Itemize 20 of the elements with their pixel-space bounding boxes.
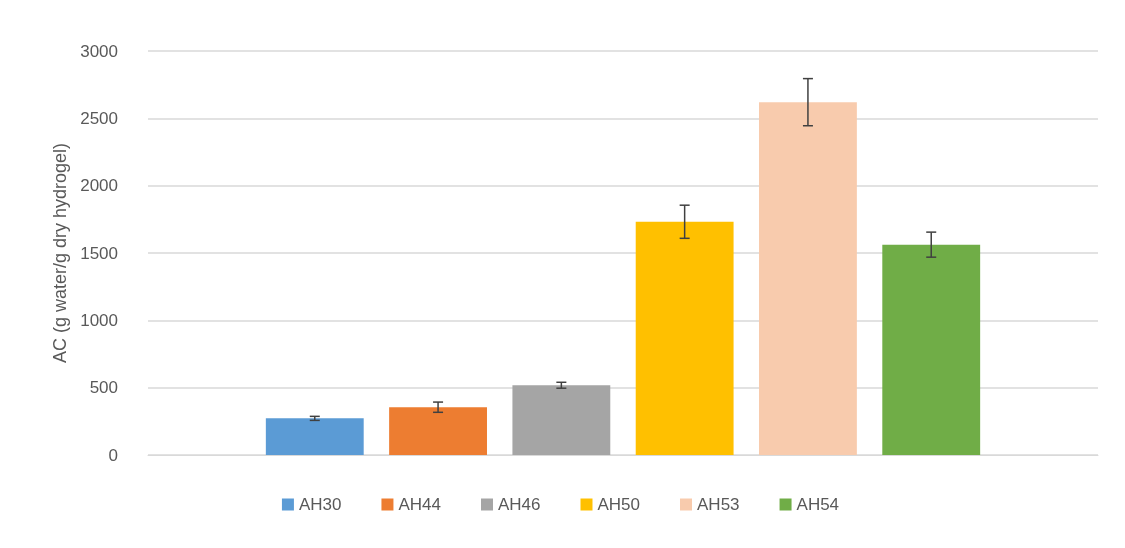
y-tick-label: 0 <box>108 445 118 465</box>
legend-label: AH46 <box>497 495 541 514</box>
legend-label: AH50 <box>597 495 641 514</box>
y-tick-label: 1500 <box>80 243 118 263</box>
bar <box>265 418 364 455</box>
y-tick-label: 3000 <box>80 41 118 61</box>
legend-label: AH53 <box>697 495 740 514</box>
y-tick-label: 2500 <box>80 108 118 128</box>
bar <box>759 102 857 455</box>
bar <box>512 385 611 455</box>
y-tick-label: 500 <box>89 378 118 398</box>
bar <box>635 221 734 455</box>
y-axis-title: AC (g water/g dry hydrogel) <box>50 142 71 364</box>
legend-label: AH30 <box>298 495 342 514</box>
bar <box>389 407 487 455</box>
legend-label: AH44 <box>398 495 441 514</box>
y-tick-label: 2000 <box>80 176 118 196</box>
bar <box>882 244 981 455</box>
legend-label: AH54 <box>796 495 840 514</box>
y-tick-label: 1000 <box>80 310 118 330</box>
